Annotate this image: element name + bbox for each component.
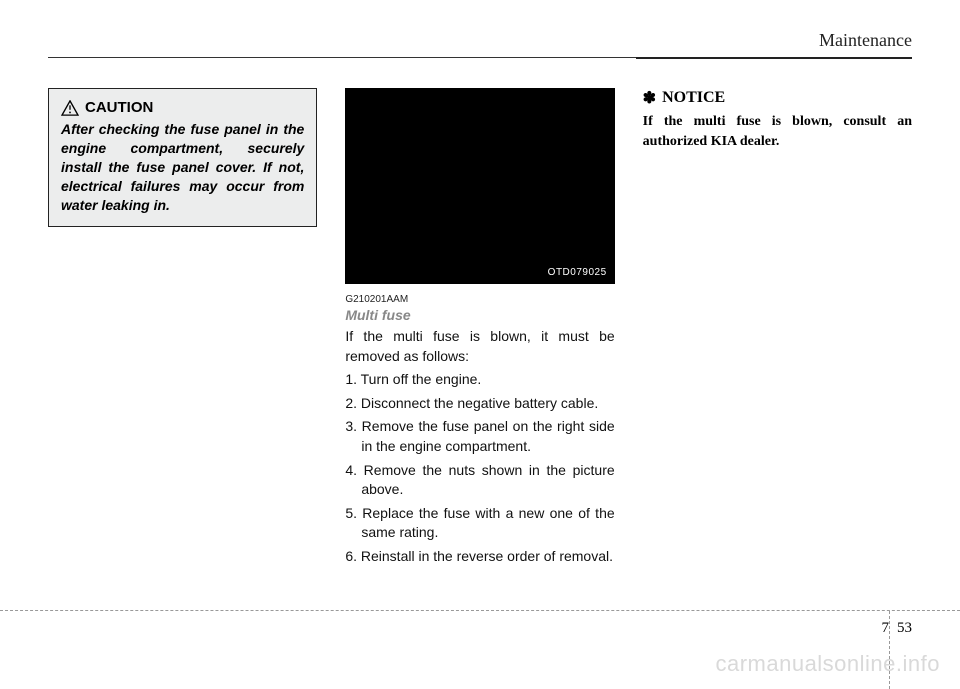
notice-label: NOTICE [662, 89, 725, 107]
notice-symbol-icon: ✽ [643, 88, 656, 108]
column-2: OTD079025 G210201AAM Multi fuse If the m… [345, 88, 614, 571]
content-columns: CAUTION After checking the fuse panel in… [48, 88, 912, 571]
caution-box: CAUTION After checking the fuse panel in… [48, 88, 317, 227]
notice-header: ✽ NOTICE [643, 88, 912, 108]
page-number: 7 53 [882, 620, 913, 637]
step-item: 5. Replace the fuse with a new one of th… [345, 504, 614, 543]
figure-subheading: Multi fuse [345, 307, 614, 323]
intro-text: If the multi fuse is blown, it must be r… [345, 327, 614, 366]
step-item: 1. Turn off the engine. [345, 370, 614, 390]
step-item: 2. Disconnect the negative battery cable… [345, 394, 614, 414]
manual-page: Maintenance CAUTION After checking the f… [0, 0, 960, 689]
procedure-code: G210201AAM [345, 294, 614, 305]
step-item: 4. Remove the nuts shown in the picture … [345, 461, 614, 500]
notice-text: If the multi fuse is blown, consult an a… [643, 112, 912, 151]
column-3: ✽ NOTICE If the multi fuse is blown, con… [643, 88, 912, 571]
step-item: 3. Remove the fuse panel on the right si… [345, 417, 614, 456]
image-code: OTD079025 [548, 267, 607, 278]
footer-divider [0, 610, 960, 611]
watermark: carmanualsonline.info [715, 651, 940, 677]
caution-text: After checking the fuse panel in the eng… [61, 120, 304, 214]
page-num: 53 [897, 620, 912, 637]
figure-image: OTD079025 [345, 88, 614, 284]
caution-label: CAUTION [85, 99, 153, 116]
section-number: 7 [882, 620, 890, 637]
step-item: 6. Reinstall in the reverse order of rem… [345, 547, 614, 567]
caution-header: CAUTION [61, 99, 304, 116]
page-header: Maintenance [48, 30, 912, 58]
caution-triangle-icon [61, 100, 79, 116]
column-1: CAUTION After checking the fuse panel in… [48, 88, 317, 571]
section-title: Maintenance [819, 30, 912, 51]
